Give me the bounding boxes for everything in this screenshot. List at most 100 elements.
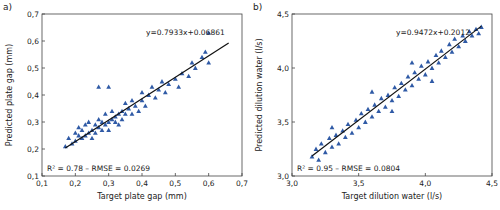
point — [110, 109, 115, 113]
x-tick — [75, 173, 76, 176]
point — [96, 117, 101, 121]
y-tick-label: 4,5 — [277, 10, 289, 19]
point — [447, 42, 452, 46]
point — [390, 98, 395, 102]
point — [130, 112, 135, 116]
point — [190, 60, 195, 64]
point — [383, 104, 388, 108]
x-tick — [108, 173, 109, 176]
point — [439, 48, 444, 52]
point — [327, 136, 332, 140]
x-tick — [175, 173, 176, 176]
data-layer — [63, 31, 229, 149]
point — [203, 49, 208, 53]
x-tick-label: 0,4 — [136, 179, 148, 188]
point — [140, 90, 145, 94]
point — [163, 90, 168, 94]
point — [370, 114, 375, 118]
x-tick-label: 0,6 — [203, 179, 215, 188]
panel: a)0,10,20,30,40,50,60,70,10,20,30,40,50,… — [3, 2, 248, 201]
y-tick — [292, 68, 295, 69]
point — [130, 98, 135, 102]
y-tick — [42, 176, 45, 177]
point — [153, 95, 158, 99]
point — [392, 85, 397, 89]
y-axis-label: Predicted dilution water (l/s) — [255, 38, 264, 151]
point — [379, 96, 384, 100]
point — [160, 79, 165, 83]
point — [93, 130, 98, 134]
point — [314, 147, 319, 151]
y-tick-label: 0,5 — [27, 64, 39, 73]
fit-line — [65, 43, 228, 148]
point — [150, 85, 155, 89]
y-tick — [42, 68, 45, 69]
plot-frame — [42, 14, 242, 176]
y-tick — [42, 122, 45, 123]
point — [100, 128, 105, 132]
point — [113, 120, 118, 124]
fit-stats: R² = 0.95 – RMSE = 0.0804 — [297, 164, 400, 173]
point — [419, 63, 424, 67]
point — [90, 136, 95, 140]
point — [323, 150, 328, 154]
y-tick — [292, 176, 295, 177]
data-layer — [310, 25, 484, 162]
x-tick — [242, 173, 243, 176]
x-tick — [492, 173, 493, 176]
x-tick-label: 4,5 — [486, 179, 498, 188]
point — [406, 74, 411, 78]
y-tick — [292, 14, 295, 15]
y-tick-label: 0,1 — [27, 172, 39, 181]
y-tick — [42, 149, 45, 150]
y-tick-label: 3,0 — [277, 172, 289, 181]
point — [423, 72, 428, 76]
panel-label: b) — [253, 2, 262, 12]
point — [96, 85, 101, 89]
x-tick-label: 0,2 — [69, 179, 81, 188]
point — [403, 87, 408, 91]
point — [86, 120, 91, 124]
point — [93, 122, 98, 126]
point — [76, 133, 81, 137]
point — [410, 60, 415, 64]
point — [370, 89, 375, 93]
point — [76, 125, 81, 129]
x-axis-label: Target plate gap (mm) — [96, 192, 187, 201]
x-tick — [142, 173, 143, 176]
point — [366, 107, 371, 111]
x-tick-label: 0,7 — [236, 179, 248, 188]
point — [363, 120, 368, 124]
y-tick-label: 0,3 — [27, 118, 39, 127]
point — [206, 60, 211, 64]
point — [359, 111, 364, 115]
equation: y=0.9472x+0.2012 — [396, 28, 470, 37]
point — [136, 109, 141, 113]
figure: a)0,10,20,30,40,50,60,70,10,20,30,40,50,… — [0, 0, 500, 210]
x-tick-label: 0,3 — [103, 179, 115, 188]
point — [80, 128, 85, 132]
y-tick-label: 0,7 — [27, 10, 39, 19]
point — [176, 85, 181, 89]
x-tick — [208, 173, 209, 176]
point — [476, 31, 481, 35]
x-tick-label: 4,0 — [419, 179, 431, 188]
x-axis-label: Target dilution water (l/s) — [341, 192, 442, 201]
point — [416, 76, 421, 80]
point — [316, 157, 321, 161]
fit-stats: R² = 0.78 – RMSE = 0.0269 — [47, 164, 150, 173]
fit-line — [312, 26, 481, 156]
point — [143, 103, 148, 107]
y-tick — [292, 122, 295, 123]
y-tick — [42, 95, 45, 96]
point — [186, 74, 191, 78]
point — [66, 136, 71, 140]
point — [336, 141, 341, 145]
y-tick-label: 0,4 — [27, 91, 39, 100]
point — [390, 109, 395, 113]
point — [123, 112, 128, 116]
x-tick — [358, 173, 359, 176]
point — [343, 135, 348, 139]
point — [376, 109, 381, 113]
point — [426, 59, 431, 63]
